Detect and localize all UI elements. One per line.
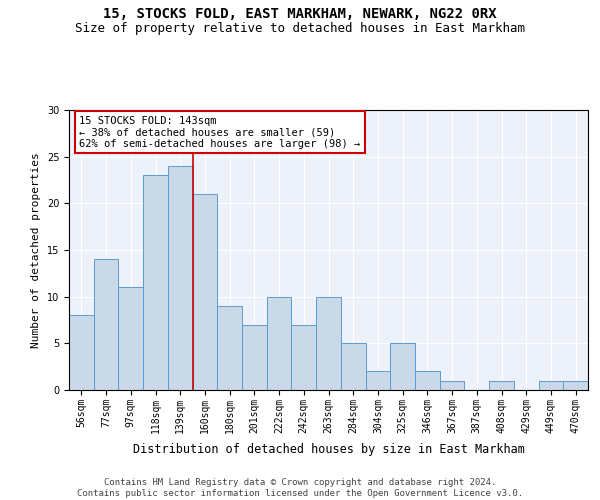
- Text: 15 STOCKS FOLD: 143sqm
← 38% of detached houses are smaller (59)
62% of semi-det: 15 STOCKS FOLD: 143sqm ← 38% of detached…: [79, 116, 361, 149]
- Bar: [193, 194, 217, 390]
- Bar: [489, 380, 514, 390]
- Text: 15, STOCKS FOLD, EAST MARKHAM, NEWARK, NG22 0RX: 15, STOCKS FOLD, EAST MARKHAM, NEWARK, N…: [103, 8, 497, 22]
- Text: Size of property relative to detached houses in East Markham: Size of property relative to detached ho…: [75, 22, 525, 35]
- Text: Distribution of detached houses by size in East Markham: Distribution of detached houses by size …: [133, 442, 525, 456]
- Bar: [118, 288, 143, 390]
- Bar: [242, 324, 267, 390]
- Bar: [316, 296, 341, 390]
- Bar: [69, 316, 94, 390]
- Bar: [390, 344, 415, 390]
- Bar: [217, 306, 242, 390]
- Bar: [94, 260, 118, 390]
- Bar: [341, 344, 365, 390]
- Bar: [292, 324, 316, 390]
- Bar: [365, 372, 390, 390]
- Bar: [539, 380, 563, 390]
- Bar: [563, 380, 588, 390]
- Bar: [267, 296, 292, 390]
- Y-axis label: Number of detached properties: Number of detached properties: [31, 152, 41, 348]
- Bar: [143, 176, 168, 390]
- Text: Contains HM Land Registry data © Crown copyright and database right 2024.
Contai: Contains HM Land Registry data © Crown c…: [77, 478, 523, 498]
- Bar: [168, 166, 193, 390]
- Bar: [415, 372, 440, 390]
- Bar: [440, 380, 464, 390]
